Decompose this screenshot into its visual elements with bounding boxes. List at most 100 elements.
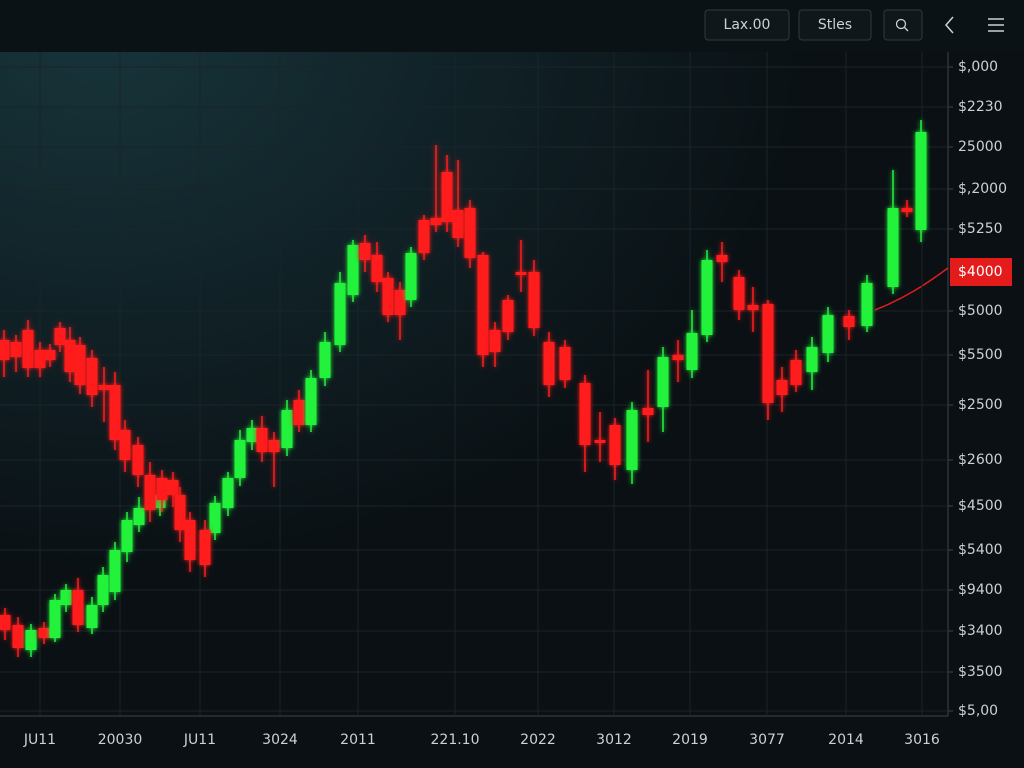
candle xyxy=(184,512,196,572)
candle xyxy=(915,120,927,242)
button-frame[interactable] xyxy=(883,9,923,41)
candle-body xyxy=(716,255,728,262)
candle xyxy=(281,400,293,456)
candle-body xyxy=(86,358,98,395)
button-frame[interactable] xyxy=(798,9,872,41)
x-tick-label: JU11 xyxy=(23,732,56,748)
y-tick-label: $3400 xyxy=(958,623,1003,639)
candle-body xyxy=(281,410,293,448)
candle-body xyxy=(10,342,22,357)
candle-body xyxy=(686,333,698,370)
candle-body xyxy=(199,530,211,565)
candle xyxy=(626,402,638,484)
candle-body xyxy=(319,342,331,378)
candle xyxy=(477,252,489,367)
candle xyxy=(822,307,834,362)
candle xyxy=(60,584,72,612)
candle-body xyxy=(334,283,346,345)
x-tick-label: 3012 xyxy=(596,732,632,748)
candle-body xyxy=(502,300,514,332)
x-tick-label: 2014 xyxy=(828,732,864,748)
candle-body xyxy=(119,430,131,460)
search-icon[interactable] xyxy=(904,27,909,32)
button-label[interactable]: Stles xyxy=(818,17,852,33)
candle xyxy=(515,240,527,292)
candle-body xyxy=(843,316,855,327)
candle-body xyxy=(452,210,464,238)
candle xyxy=(12,617,24,657)
candle xyxy=(119,420,131,472)
candle-body xyxy=(405,253,417,300)
price-marker xyxy=(950,258,1012,286)
candle-body xyxy=(60,590,72,605)
candle-body xyxy=(305,378,317,425)
candle xyxy=(716,242,728,282)
search-button[interactable] xyxy=(883,9,923,41)
candle-body xyxy=(806,347,818,372)
candle xyxy=(657,347,669,432)
menu-icon[interactable] xyxy=(988,18,1004,32)
candle-body xyxy=(382,278,394,315)
candle-body xyxy=(86,605,98,628)
candle xyxy=(86,597,98,634)
candle xyxy=(762,300,774,420)
candle-body xyxy=(293,400,305,425)
candle-body xyxy=(64,340,76,372)
candle xyxy=(97,567,109,612)
candle xyxy=(642,370,654,442)
candle xyxy=(121,512,133,562)
y-tick-label: $,2000 xyxy=(958,181,1007,197)
candle xyxy=(319,332,331,386)
candle xyxy=(528,260,540,336)
back-icon[interactable] xyxy=(945,16,954,34)
y-tick-label: $4500 xyxy=(958,498,1003,514)
candle-body xyxy=(154,495,166,508)
candle-body xyxy=(515,272,527,275)
candle xyxy=(382,272,394,322)
y-tick-label: $5500 xyxy=(958,347,1003,363)
price-marker-label: $4000 xyxy=(958,264,1003,280)
candle-body xyxy=(776,380,788,395)
candle-body xyxy=(97,575,109,605)
x-tick-label: 20030 xyxy=(98,732,143,748)
candle-body xyxy=(822,315,834,353)
candle xyxy=(405,247,417,307)
candle-body xyxy=(0,615,11,630)
candle-body xyxy=(132,445,144,475)
candle xyxy=(594,412,606,462)
candle-body xyxy=(98,385,110,390)
candle-body xyxy=(25,630,37,650)
price-line xyxy=(874,267,949,311)
candle xyxy=(44,344,56,367)
candle xyxy=(543,332,555,397)
candle-body xyxy=(609,425,621,465)
candle-body xyxy=(44,350,56,360)
candle-body xyxy=(672,355,684,360)
y-tick-label: $5250 xyxy=(958,221,1003,237)
candle-body xyxy=(0,340,10,360)
candle xyxy=(790,350,802,392)
candle xyxy=(222,472,234,516)
candle-body xyxy=(915,132,927,230)
candle-body xyxy=(72,590,84,625)
candle xyxy=(167,472,179,507)
candle xyxy=(347,240,359,302)
y-tick-label: $2500 xyxy=(958,397,1003,413)
candle xyxy=(109,542,121,600)
button-frame[interactable] xyxy=(704,9,790,41)
toolbar-button[interactable]: Lax.00 xyxy=(704,9,790,41)
candle-body xyxy=(144,475,156,510)
candle xyxy=(256,416,268,462)
y-tick-label: $9400 xyxy=(958,582,1003,598)
candle-body xyxy=(657,357,669,407)
x-tick-label: 3024 xyxy=(262,732,298,748)
candle xyxy=(0,330,10,377)
button-label[interactable]: Lax.00 xyxy=(724,17,771,33)
x-tick-label: 2022 xyxy=(520,732,556,748)
toolbar-button[interactable]: Stles xyxy=(798,9,872,41)
candle-body xyxy=(464,208,476,258)
search-icon[interactable] xyxy=(895,18,907,30)
candle xyxy=(144,462,156,522)
candle-body xyxy=(121,520,133,552)
candle-body xyxy=(733,277,745,310)
